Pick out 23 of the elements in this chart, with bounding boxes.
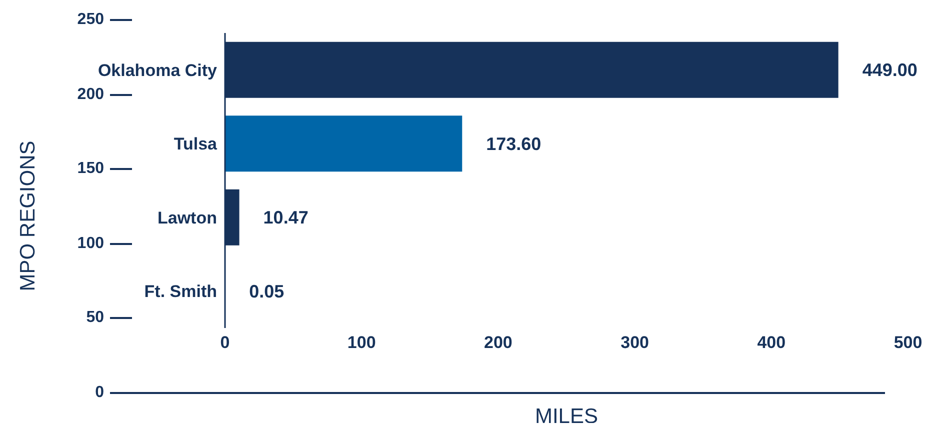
- text: 250: [76, 10, 104, 30]
- y-axis-title: MPO REGIONS: [16, 140, 40, 291]
- y-tick-label: Lawton: [158, 208, 217, 228]
- x-tick-label: 0: [220, 333, 230, 352]
- x-tick-label: 100: [347, 333, 376, 352]
- x-axis-title: MILES: [534, 405, 598, 428]
- text: 150: [76, 159, 104, 180]
- x-tick-label: 500: [894, 333, 922, 352]
- data-label: 449.00: [862, 60, 918, 80]
- x-tick-label: 300: [620, 333, 649, 352]
- data-label: 0.05: [249, 281, 284, 302]
- y-tick-label: Oklahoma City: [98, 60, 218, 80]
- x-tick-label: 200: [484, 333, 512, 352]
- data-label: 173.60: [486, 134, 542, 154]
- x-tick-label: 400: [757, 333, 786, 352]
- data-label: 10.47: [263, 208, 308, 228]
- y-tick-label: Tulsa: [174, 134, 218, 154]
- text: 0: [94, 383, 104, 403]
- text: 100: [76, 234, 104, 254]
- y-tick-label: Ft. Smith: [144, 282, 217, 302]
- bar: [225, 116, 462, 172]
- text: 200: [76, 84, 104, 105]
- text: 50: [85, 308, 104, 328]
